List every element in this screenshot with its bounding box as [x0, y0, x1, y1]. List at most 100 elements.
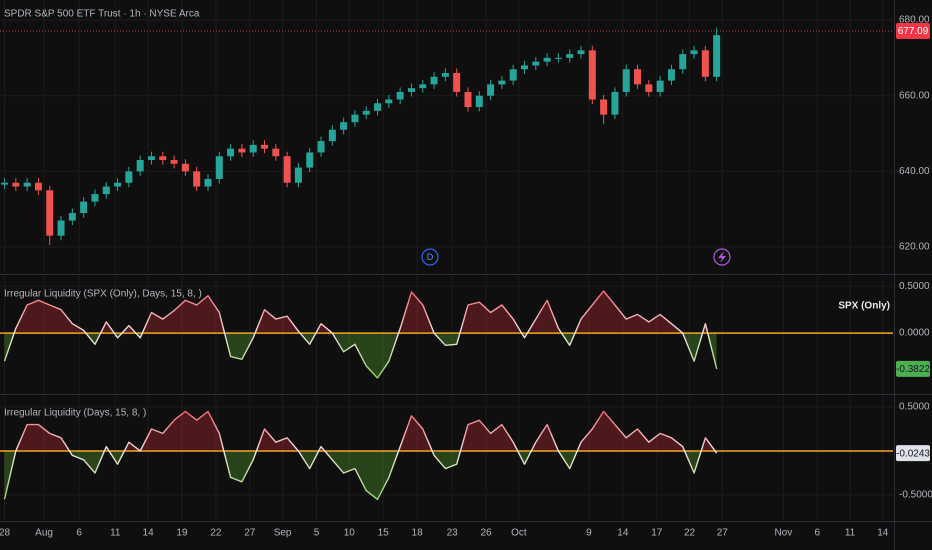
candle-body: [554, 57, 562, 59]
oscillator-line: [3, 410, 718, 501]
candle-body: [543, 57, 551, 62]
x-tick-label: 23: [447, 528, 459, 539]
candle-body: [656, 80, 664, 92]
candle-body: [114, 182, 122, 187]
candle-body: [690, 50, 698, 55]
last-price-box: [896, 23, 930, 40]
candle-body: [532, 61, 540, 66]
x-tick-label: 17: [651, 528, 663, 539]
y-tick-label: 640.00: [899, 166, 930, 177]
candle-body: [520, 65, 529, 70]
candle-body: [283, 156, 291, 183]
area-negative: [4, 451, 717, 500]
candle-body: [317, 141, 325, 153]
candle-body: [102, 186, 110, 195]
event-circle: [713, 248, 731, 266]
candle-body: [441, 73, 449, 77]
candle-body: [385, 99, 393, 104]
candle-body: [136, 160, 144, 172]
candle-body: [46, 190, 54, 236]
x-tick-label: 6: [814, 528, 820, 539]
x-tick-label: Aug: [35, 528, 53, 539]
last-value-label: -0.0243: [896, 448, 930, 459]
candle-body: [306, 152, 314, 168]
candle-body: [34, 182, 42, 191]
candle-body: [600, 99, 608, 115]
area-positive: [15, 411, 716, 452]
last-value-label: -0.3822: [896, 364, 930, 375]
candle-body: [125, 171, 133, 183]
last-price-label: 677.09: [898, 26, 929, 37]
candle-body: [193, 171, 201, 187]
candle-body: [227, 148, 235, 157]
candle-body: [159, 156, 167, 161]
candle-body: [249, 144, 257, 153]
candle-body: [23, 182, 31, 187]
candle-body: [396, 91, 404, 100]
candle-body: [294, 167, 302, 183]
last-value-box: [896, 360, 930, 377]
x-tick-label: Oct: [511, 528, 527, 539]
candle-body: [351, 114, 359, 123]
event-icon: [713, 248, 731, 266]
candle-body: [577, 50, 585, 55]
x-tick-label: 14: [877, 528, 889, 539]
y-tick-label: 620.00: [899, 242, 930, 253]
candle-body: [181, 163, 189, 172]
pane-title: Irregular Liquidity (Days, 15, 8, ): [4, 408, 146, 419]
overlay: 28 Aug 6 11 14 19 22 27 Sep 5 10 15 18 23 26 Oct 9 14 17 22…: [0, 15, 932, 539]
candle-body: [57, 220, 65, 236]
event-circle: [421, 248, 439, 266]
x-tick-label: 11: [110, 528, 121, 539]
x-tick-label: 19: [176, 528, 188, 539]
candle-body: [509, 69, 517, 81]
x-tick-label: 18: [412, 528, 424, 539]
x-tick-label: 10: [344, 528, 356, 539]
y-tick-label: 660.00: [899, 90, 930, 101]
candle-body: [91, 194, 99, 202]
candle-body: [713, 35, 721, 77]
candle-body: [407, 88, 415, 92]
lightning-icon: [718, 251, 726, 263]
x-tick-label: 6: [76, 528, 82, 539]
candle-body: [147, 156, 155, 161]
x-tick-label: 28: [0, 528, 11, 539]
x-tick-label: 15: [378, 528, 390, 539]
candle-body: [419, 84, 427, 89]
candle-body: [667, 69, 675, 81]
last-value-box: [896, 445, 930, 462]
candle-body: [634, 69, 642, 85]
candle-body: [238, 148, 246, 153]
candle-body: [12, 182, 20, 187]
x-tick-label: 22: [210, 528, 222, 539]
x-tick-label: 5: [314, 528, 320, 539]
candle-body: [487, 84, 495, 96]
area-negative: [4, 333, 717, 378]
candle-body: [362, 110, 370, 115]
candle-body: [566, 54, 574, 58]
marks: [0, 27, 893, 501]
y-tick-label: 0.5000: [899, 402, 930, 413]
x-tick-label: 9: [586, 528, 592, 539]
candle-body: [611, 91, 619, 115]
candle-body: [588, 50, 596, 100]
x-tick-label: 26: [481, 528, 493, 539]
series-label: SPX (Only): [838, 301, 890, 312]
area-positive: [4, 291, 717, 334]
pane-title: Irregular Liquidity (SPX (Only), Days, 1…: [4, 289, 202, 300]
candle-body: [374, 103, 382, 111]
x-tick-label: 27: [717, 528, 729, 539]
candle-body: [475, 95, 483, 108]
x-tick-label: 27: [244, 528, 256, 539]
candle-body: [340, 122, 348, 130]
candle-body: [622, 69, 630, 92]
x-tick-label: 14: [617, 528, 629, 539]
x-tick-label: 22: [684, 528, 696, 539]
x-tick-label: 14: [143, 528, 155, 539]
candle-body: [430, 76, 438, 85]
candle-body: [272, 148, 280, 157]
y-tick-label: 680.00: [899, 15, 930, 26]
candle-body: [261, 144, 269, 149]
candle-body: [1, 182, 9, 185]
